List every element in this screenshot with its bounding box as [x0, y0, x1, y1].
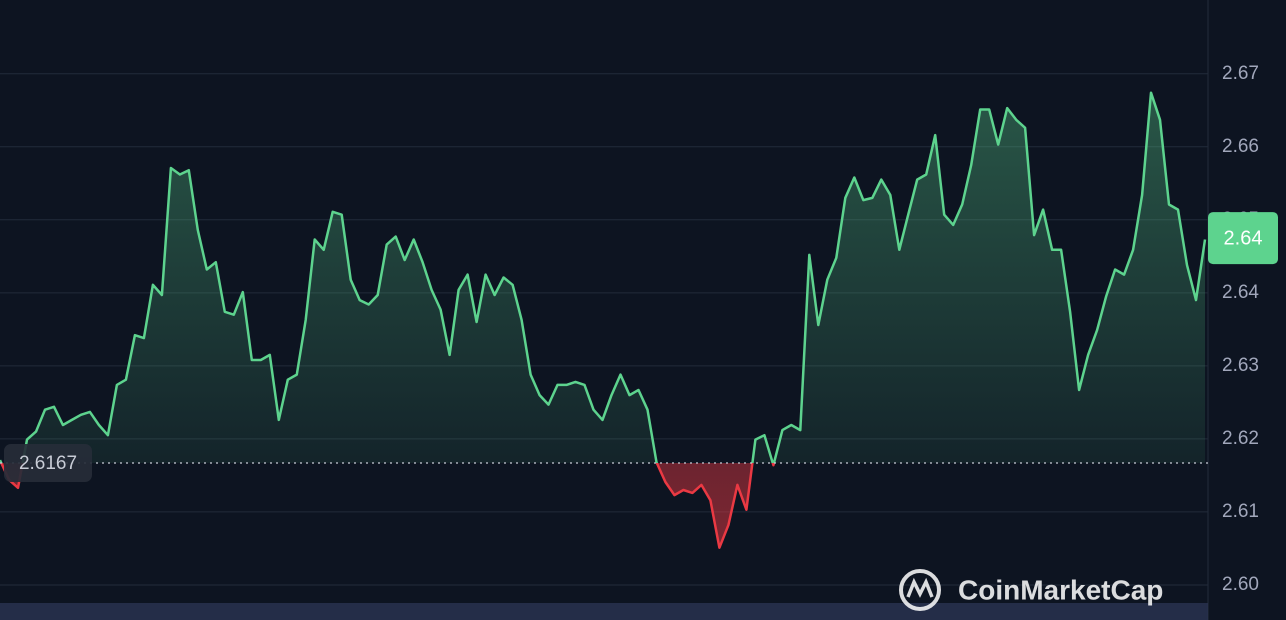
y-tick-label: 2.63	[1222, 355, 1259, 376]
y-tick-label: 2.60	[1222, 574, 1259, 595]
price-tag-bg	[1208, 212, 1278, 265]
overlay: 2.6167 2.64	[0, 212, 1278, 482]
baseline-tag-bg	[4, 443, 92, 482]
baseline-tag: 2.6167	[19, 453, 77, 474]
price-line	[0, 91, 1207, 463]
volume-strip	[0, 603, 1208, 620]
watermark: CoinMarketCap	[899, 569, 1163, 611]
watermark-logo-mark	[906, 577, 934, 598]
area-up	[0, 92, 1205, 463]
price-tag: 2.64	[1224, 227, 1263, 249]
watermark-logo	[899, 569, 941, 611]
y-tick-label: 2.64	[1222, 282, 1259, 303]
y-tick-label: 2.67	[1222, 63, 1259, 84]
y-tick-label: 2.66	[1222, 136, 1259, 157]
plot	[0, 91, 1207, 549]
watermark-text: CoinMarketCap	[958, 574, 1163, 605]
y-tick-label: 2.61	[1222, 501, 1259, 522]
y-tick-label: 2.62	[1222, 428, 1259, 449]
